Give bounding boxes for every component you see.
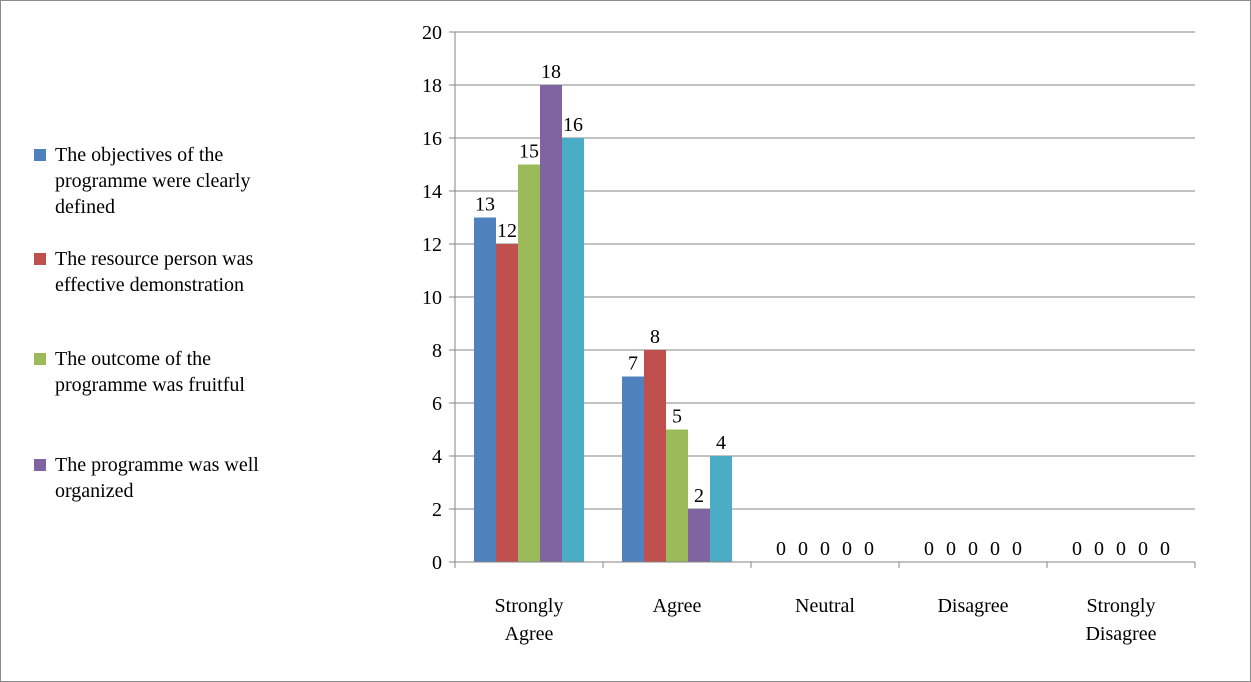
x-tick-label: Neutral — [795, 595, 855, 617]
legend-label-line: The resource person was — [55, 248, 254, 270]
bar — [496, 244, 518, 562]
bar — [562, 138, 584, 562]
data-label: 0 — [1072, 538, 1082, 560]
legend-label-line: The objectives of the — [55, 144, 224, 166]
data-label: 0 — [924, 538, 934, 560]
x-tick-label: Strongly — [495, 595, 564, 617]
data-label: 12 — [497, 220, 517, 242]
data-label: 5 — [672, 406, 682, 428]
data-label: 0 — [1138, 538, 1148, 560]
bar — [518, 164, 540, 562]
legend-label-line: programme was fruitful — [55, 374, 245, 396]
legend-label-line: programme were clearly — [55, 170, 251, 192]
y-tick-label: 10 — [422, 287, 442, 309]
data-label: 0 — [864, 538, 874, 560]
y-tick-label: 14 — [422, 181, 442, 203]
legend-swatch — [34, 353, 46, 365]
y-tick-label: 4 — [432, 446, 442, 468]
data-label: 16 — [563, 114, 583, 136]
legend-swatch — [34, 253, 46, 265]
x-tick-label: Agree — [653, 595, 702, 617]
x-tick-label: Agree — [505, 623, 554, 645]
data-label: 0 — [1094, 538, 1104, 560]
data-label: 0 — [990, 538, 1000, 560]
data-label: 15 — [519, 141, 539, 163]
y-tick-label: 8 — [432, 340, 442, 362]
data-label: 0 — [820, 538, 830, 560]
bar — [474, 217, 496, 562]
legend-label: The programme was well organized — [55, 452, 367, 504]
legend-label-line: organized — [55, 480, 134, 502]
y-tick-label: 20 — [422, 22, 442, 44]
bar — [710, 456, 732, 562]
y-tick-label: 6 — [432, 393, 442, 415]
legend-swatch — [34, 459, 46, 471]
legend-label: The outcome of the programme was fruitfu… — [55, 346, 367, 398]
x-tick-label: Strongly — [1087, 595, 1156, 617]
data-label: 0 — [968, 538, 978, 560]
bar — [688, 509, 710, 562]
x-tick-label: Disagree — [937, 595, 1008, 617]
data-label: 8 — [650, 326, 660, 348]
data-label: 0 — [798, 538, 808, 560]
y-tick-label: 16 — [422, 128, 442, 150]
bars — [474, 85, 732, 562]
legend-label-line: The outcome of the — [55, 348, 212, 370]
bar — [540, 85, 562, 562]
legend-label-line: defined — [55, 196, 115, 218]
data-label: 4 — [716, 432, 726, 454]
data-label: 0 — [776, 538, 786, 560]
data-label: 13 — [475, 194, 495, 216]
data-label: 0 — [1012, 538, 1022, 560]
data-label: 0 — [946, 538, 956, 560]
bar — [666, 429, 688, 562]
y-tick-label: 2 — [432, 499, 442, 521]
legend-swatch — [34, 149, 46, 161]
y-tick-label: 0 — [432, 552, 442, 574]
data-label: 0 — [842, 538, 852, 560]
y-tick-label: 12 — [422, 234, 442, 256]
bar — [622, 376, 644, 562]
bar — [644, 350, 666, 562]
legend-label: The resource person was effective demons… — [55, 246, 367, 298]
legend-label-line: The programme was well — [55, 454, 259, 476]
data-label: 18 — [541, 61, 561, 83]
data-label: 7 — [628, 353, 638, 375]
data-label: 2 — [694, 485, 704, 507]
legend-label: The objectives of the programme were cle… — [55, 142, 367, 220]
legend-label-line: effective demonstration — [55, 274, 245, 296]
data-label: 0 — [1116, 538, 1126, 560]
y-tick-label: 18 — [422, 75, 442, 97]
data-label: 0 — [1160, 538, 1170, 560]
x-tick-label: Disagree — [1085, 623, 1156, 645]
